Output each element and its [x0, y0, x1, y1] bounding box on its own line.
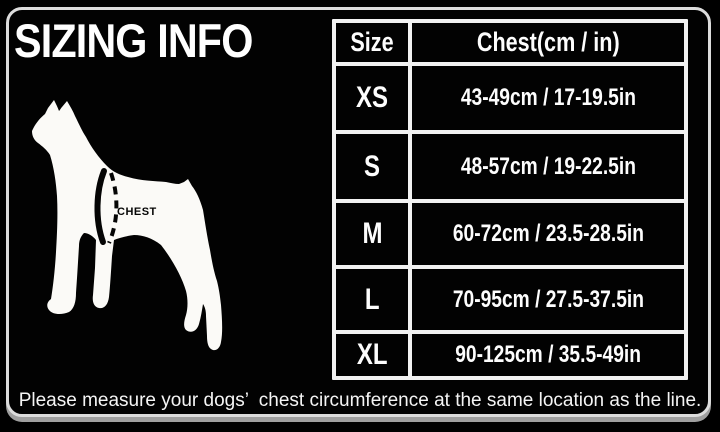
row-xs-chest: 43-49cm / 17-19.5in [460, 84, 636, 111]
row-m-size-cell: M [336, 203, 408, 265]
row-m-chest-cell: 60-72cm / 23.5-28.5in [412, 203, 684, 265]
header-cell-size: Size [336, 23, 408, 62]
row-l-size: L [364, 282, 380, 316]
row-xl-size-cell: XL [336, 334, 408, 376]
row-xs-size-cell: XS [336, 66, 408, 130]
row-l-chest-cell: 70-95cm / 27.5-37.5in [412, 269, 684, 330]
row-xl-chest-cell: 90-125cm / 35.5-49in [412, 334, 684, 376]
chest-measure-dashed-line [107, 172, 119, 244]
size-chart-table: Size Chest(cm / in) XS 43-49cm / 17-19.5… [332, 19, 688, 380]
row-s-size-cell: S [336, 134, 408, 199]
row-m-chest: 60-72cm / 23.5-28.5in [452, 220, 644, 247]
header-cell-chest: Chest(cm / in) [412, 23, 684, 62]
row-s-chest: 48-57cm / 19-22.5in [460, 152, 636, 180]
row-l-chest: 70-95cm / 27.5-37.5in [452, 285, 644, 313]
row-xs-size: XS [355, 81, 389, 114]
row-m-size: M [362, 217, 382, 250]
header-size-label: Size [350, 27, 394, 57]
row-xl-chest: 90-125cm / 35.5-49in [455, 341, 641, 368]
dog-body-shape [32, 100, 223, 351]
row-s-chest-cell: 48-57cm / 19-22.5in [412, 134, 684, 199]
row-l-size-cell: L [336, 269, 408, 330]
row-xs-chest-cell: 43-49cm / 17-19.5in [412, 66, 684, 130]
row-xl-size: XL [356, 338, 388, 371]
chest-band-solid-line [94, 168, 107, 245]
dog-silhouette-diagram: CHEST [32, 100, 223, 351]
row-s-size: S [363, 149, 380, 183]
measure-instruction-caption: Please measure your dogs’ chest circumfe… [18, 390, 702, 411]
header-chest-label: Chest(cm / in) [476, 27, 620, 57]
page-title: SIZING INFO [14, 14, 253, 67]
chest-label: CHEST [117, 206, 157, 218]
